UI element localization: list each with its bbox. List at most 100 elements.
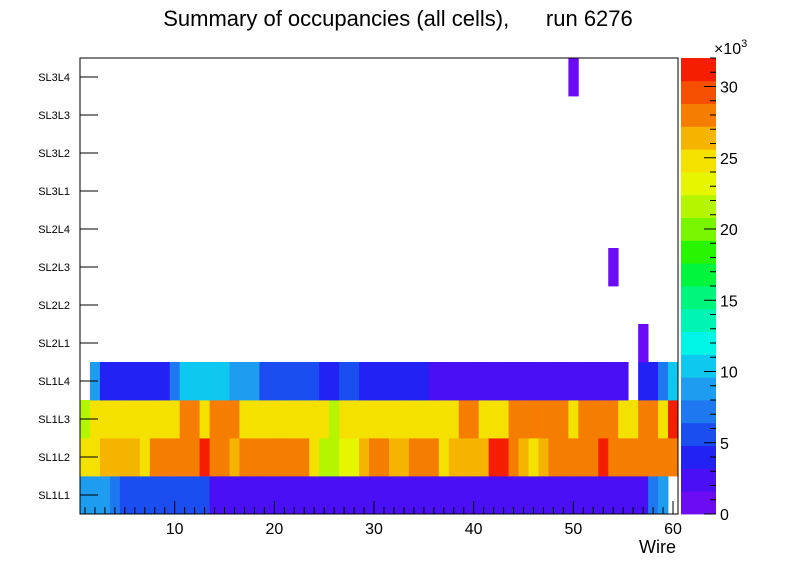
heatmap-cell [299, 438, 310, 477]
heatmap-cell [199, 400, 210, 439]
heatmap-cell [628, 400, 639, 439]
heatmap-cell [638, 476, 649, 515]
heatmap-cell [349, 476, 360, 515]
heatmap-cell [588, 400, 599, 439]
color-scale-multiplier: ×103 [714, 38, 747, 58]
x-tick-label: 10 [166, 521, 184, 538]
heatmap-cell [418, 438, 430, 477]
y-tick-label: SL2L3 [38, 262, 70, 274]
heatmap-cell [359, 476, 370, 515]
heatmap-cell [418, 476, 430, 515]
y-tick-label: SL1L4 [38, 376, 70, 388]
heatmap-cell [548, 400, 559, 439]
heatmap-cell [628, 476, 639, 515]
heatmap-cell [149, 438, 161, 477]
heatmap-cell [598, 362, 609, 401]
heatmap-cell [199, 476, 210, 515]
heatmap-cell [169, 438, 181, 477]
heatmap-cell [398, 438, 410, 477]
heatmap-cell [209, 476, 220, 515]
color-scale-segment [681, 400, 716, 424]
heatmap-cell [109, 438, 121, 477]
heatmap-cell [408, 362, 420, 401]
heatmap-cell [498, 438, 509, 477]
heatmap-cell [209, 400, 220, 439]
heatmap-cell [359, 438, 370, 477]
heatmap-cell [538, 476, 549, 515]
heatmap-cell [289, 438, 300, 477]
heatmap-cell [299, 400, 310, 439]
heatmap-cell [229, 476, 240, 515]
heatmap-cell [458, 476, 470, 515]
heatmap-cell [498, 476, 509, 515]
heatmap-cell [369, 400, 380, 439]
heatmap-cell [159, 362, 171, 401]
heatmap-cell [388, 476, 400, 515]
heatmap-cell [319, 400, 330, 439]
heatmap-cell [498, 400, 509, 439]
heatmap-cell [229, 362, 240, 401]
heatmap-cell [618, 362, 629, 401]
heatmap-cell [468, 400, 480, 439]
color-scale-segment [681, 194, 716, 218]
heatmap-cell [179, 438, 191, 477]
heatmap-cell [508, 362, 519, 401]
heatmap-cell [369, 476, 380, 515]
heatmap-cell [558, 476, 569, 515]
heatmap-cell [319, 438, 330, 477]
heatmap-cell [149, 476, 161, 515]
heatmap-cell [329, 476, 340, 515]
heatmap-cell [259, 400, 270, 439]
heatmap-cell [538, 438, 549, 477]
heatmap-cell [448, 438, 460, 477]
heatmap-cell [349, 438, 360, 477]
color-scale-segment [681, 58, 716, 82]
heatmap-cell [528, 476, 539, 515]
heatmap-cell [388, 400, 400, 439]
heatmap-cell [518, 400, 529, 439]
heatmap-cell [359, 400, 370, 439]
heatmap-cell [638, 324, 649, 363]
y-tick-label: SL1L2 [38, 452, 70, 464]
heatmap-cell [189, 362, 200, 401]
heatmap-cell [119, 362, 131, 401]
heatmap-cell [528, 362, 539, 401]
color-scale-tick-label: 10 [720, 365, 738, 382]
heatmap-cell [508, 400, 519, 439]
heatmap-cell [169, 476, 181, 515]
heatmap-cell [159, 400, 171, 439]
heatmap-cell [99, 438, 111, 477]
color-scale-tick-label: 0 [720, 507, 729, 524]
heatmap-cell [468, 476, 480, 515]
heatmap-cell [319, 362, 330, 401]
x-axis-label: Wire [639, 537, 676, 557]
heatmap-cell [588, 438, 599, 477]
heatmap-cell [169, 362, 181, 401]
heatmap-cell [548, 438, 559, 477]
heatmap-cell [159, 476, 171, 515]
heatmap-cell [219, 400, 230, 439]
heatmap-cell [259, 476, 270, 515]
heatmap-cell [618, 400, 629, 439]
heatmap-cell [578, 438, 589, 477]
heatmap-cell [269, 400, 280, 439]
heatmap-cell [618, 476, 629, 515]
heatmap-cell [129, 400, 141, 439]
y-tick-label: SL1L1 [38, 490, 70, 502]
heatmap-cell [209, 362, 220, 401]
heatmap-cell [518, 362, 529, 401]
heatmap-cell [249, 400, 260, 439]
y-tick-label: SL1L3 [38, 414, 70, 426]
heatmap-cell [488, 476, 499, 515]
heatmap-cell [438, 438, 450, 477]
heatmap-cell [408, 476, 420, 515]
color-scale-segment [681, 468, 716, 492]
heatmap-cell [438, 400, 450, 439]
heatmap-cell [488, 362, 499, 401]
heatmap-cell [538, 362, 549, 401]
heatmap-cell [508, 438, 519, 477]
heatmap-cell [428, 400, 440, 439]
heatmap-cell [219, 476, 230, 515]
heatmap-cell [129, 362, 141, 401]
color-scale-tick-label: 25 [720, 151, 738, 168]
